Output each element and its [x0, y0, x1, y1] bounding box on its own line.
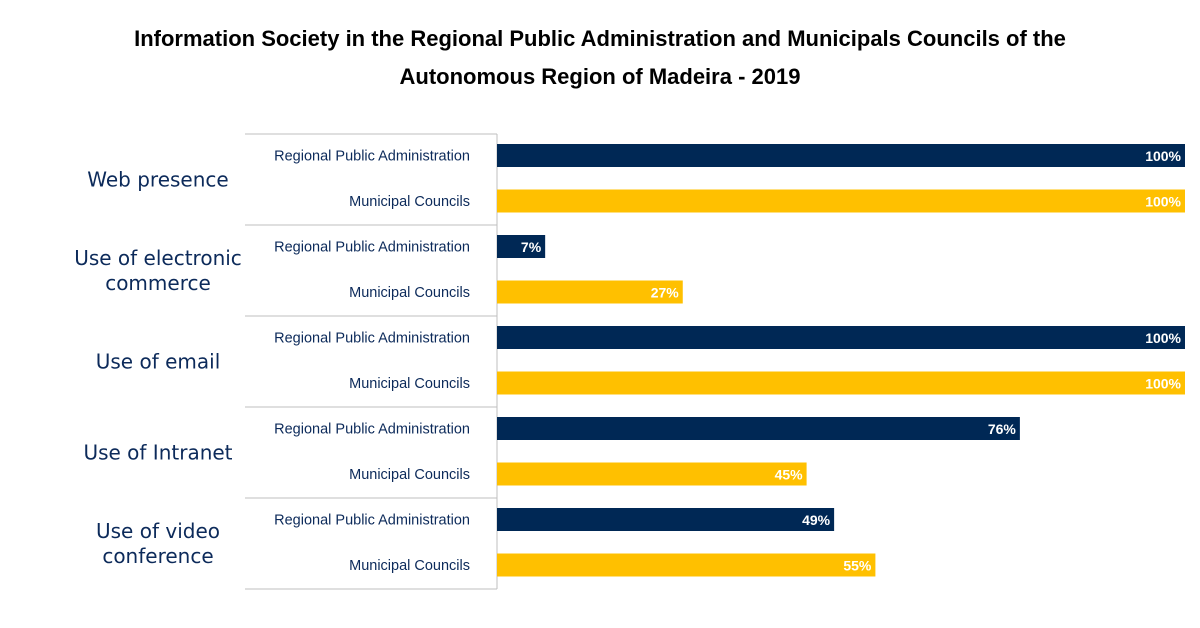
series-label: Regional Public Administration	[274, 240, 470, 256]
data-label: 76%	[988, 421, 1017, 437]
series-label: Regional Public Administration	[274, 422, 470, 438]
bar	[497, 508, 835, 531]
series-label: Municipal Councils	[349, 194, 470, 210]
bar	[497, 326, 1185, 349]
data-label: 100%	[1145, 148, 1181, 164]
bar	[497, 371, 1185, 395]
series-label: Municipal Councils	[349, 467, 470, 483]
data-label: 7%	[521, 239, 542, 255]
category-label: Use of video	[96, 519, 220, 543]
bar	[497, 417, 1020, 440]
category-label: conference	[102, 544, 213, 568]
data-label: 100%	[1145, 194, 1181, 210]
bar	[497, 280, 683, 304]
bar	[497, 553, 876, 577]
category-label: Use of Intranet	[83, 441, 232, 465]
series-label: Regional Public Administration	[274, 149, 470, 165]
series-label: Regional Public Administration	[274, 513, 470, 529]
category-label: Web presence	[87, 168, 228, 192]
data-label: 27%	[651, 285, 680, 301]
series-label: Regional Public Administration	[274, 331, 470, 347]
chart-title: Information Society in the Regional Publ…	[0, 20, 1200, 96]
chart-title-line-1: Information Society in the Regional Publ…	[134, 26, 1066, 51]
series-label: Municipal Councils	[349, 285, 470, 301]
bar	[497, 462, 807, 486]
bar	[497, 189, 1185, 213]
category-label: Use of electronic	[74, 246, 242, 270]
data-label: 100%	[1145, 376, 1181, 392]
series-label: Municipal Councils	[349, 376, 470, 392]
data-label: 100%	[1145, 330, 1181, 346]
bar	[497, 235, 546, 258]
series-label: Municipal Councils	[349, 558, 470, 574]
data-label: 55%	[843, 558, 872, 574]
data-label: 49%	[802, 512, 831, 528]
data-label: 45%	[775, 467, 804, 483]
bar	[497, 144, 1185, 167]
chart-title-line-2: Autonomous Region of Madeira - 2019	[399, 64, 801, 89]
category-label: commerce	[105, 271, 211, 295]
category-label: Use of email	[96, 350, 221, 374]
